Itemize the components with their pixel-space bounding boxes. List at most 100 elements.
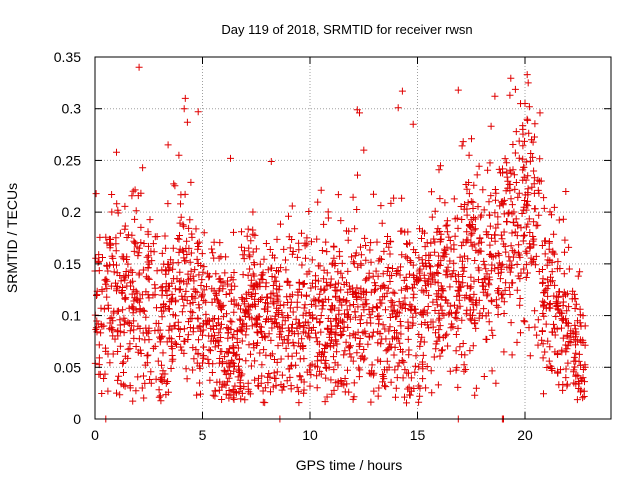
data-point <box>532 252 540 260</box>
data-point <box>164 200 172 208</box>
data-point <box>92 326 100 333</box>
data-point <box>350 379 358 387</box>
data-point <box>526 352 534 360</box>
data-point <box>524 172 532 180</box>
data-point <box>258 329 266 337</box>
data-point <box>353 349 361 357</box>
data-point <box>444 263 452 271</box>
data-point <box>565 265 573 273</box>
y-tick-label: 0.15 <box>54 256 81 272</box>
data-point <box>216 239 224 247</box>
data-point <box>281 317 289 325</box>
data-point <box>498 260 506 268</box>
data-point <box>229 342 237 350</box>
data-point <box>470 241 478 249</box>
data-point <box>397 330 405 338</box>
data-point <box>579 394 587 402</box>
data-point <box>114 376 122 384</box>
data-point <box>349 193 357 201</box>
data-point <box>484 166 492 174</box>
data-point <box>386 278 394 285</box>
data-point <box>94 258 102 266</box>
data-point <box>517 329 524 337</box>
data-point <box>326 343 334 351</box>
data-point <box>503 168 511 176</box>
data-point <box>263 315 270 323</box>
data-point <box>427 263 434 271</box>
data-point <box>422 282 429 290</box>
data-point <box>436 238 444 246</box>
data-point <box>450 195 458 203</box>
data-point <box>354 263 362 271</box>
data-point <box>337 332 345 340</box>
data-point <box>407 374 415 382</box>
data-point <box>380 281 388 289</box>
data-point <box>109 350 117 358</box>
data-point <box>130 334 138 342</box>
data-point <box>147 368 155 376</box>
data-point <box>128 268 136 276</box>
data-point <box>486 222 494 230</box>
data-point <box>553 265 561 273</box>
data-point <box>126 327 134 335</box>
data-point <box>554 306 562 314</box>
data-point <box>202 310 210 318</box>
data-point <box>153 267 161 275</box>
data-point <box>223 310 230 318</box>
data-point <box>520 163 528 171</box>
x-axis-label: GPS time / hours <box>296 457 403 473</box>
data-point <box>521 197 529 204</box>
data-point <box>349 258 357 266</box>
data-point <box>531 307 539 315</box>
data-point <box>447 324 455 332</box>
data-point <box>322 364 330 371</box>
data-point <box>425 275 433 283</box>
data-point <box>420 306 428 314</box>
data-point <box>491 231 498 239</box>
data-point <box>260 255 268 263</box>
data-point <box>351 331 359 339</box>
data-point <box>221 353 229 361</box>
data-point <box>289 248 297 255</box>
data-point <box>187 178 195 186</box>
data-point <box>578 377 586 385</box>
data-point <box>480 261 488 269</box>
data-point <box>113 287 120 295</box>
data-point <box>516 253 524 261</box>
data-point <box>251 320 259 328</box>
data-point <box>548 365 555 372</box>
data-point <box>530 180 538 188</box>
data-point <box>467 198 475 205</box>
data-point <box>433 296 441 304</box>
data-point <box>436 262 444 269</box>
data-point <box>151 342 159 350</box>
data-point <box>120 320 128 328</box>
data-point <box>523 71 531 79</box>
data-point <box>565 303 573 311</box>
data-point <box>282 344 290 352</box>
data-point <box>442 296 450 304</box>
data-point <box>398 357 406 365</box>
data-point <box>513 261 521 268</box>
data-point <box>210 254 218 262</box>
data-point <box>564 359 572 367</box>
data-point <box>398 194 406 202</box>
data-point <box>224 277 231 285</box>
data-point <box>392 393 399 401</box>
data-point <box>349 395 357 403</box>
data-point <box>467 273 475 281</box>
data-point <box>331 286 339 294</box>
data-point <box>463 205 471 213</box>
data-point <box>137 239 145 247</box>
data-point <box>108 208 116 216</box>
data-point <box>519 155 527 163</box>
data-point <box>341 310 348 318</box>
data-point <box>142 313 150 321</box>
data-point <box>350 260 358 268</box>
data-point <box>444 342 452 350</box>
data-point <box>506 268 514 276</box>
data-point <box>136 306 144 314</box>
data-point <box>186 315 194 323</box>
data-point <box>249 226 257 234</box>
data-point <box>367 239 375 247</box>
